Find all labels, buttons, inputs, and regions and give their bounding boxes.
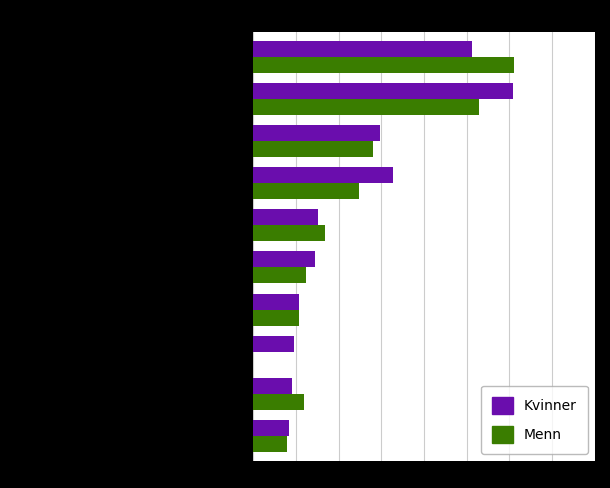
Bar xyxy=(253,267,306,284)
Bar xyxy=(253,125,379,141)
Bar xyxy=(253,99,479,115)
Bar xyxy=(253,394,304,410)
Bar xyxy=(253,167,393,183)
Bar xyxy=(253,336,294,352)
Bar xyxy=(253,378,292,394)
Bar xyxy=(253,141,373,157)
Legend: Kvinner, Menn: Kvinner, Menn xyxy=(481,386,588,454)
Bar xyxy=(253,225,325,242)
Bar xyxy=(253,209,318,225)
Bar xyxy=(253,183,359,199)
Bar xyxy=(253,436,287,452)
Bar xyxy=(253,57,514,73)
Bar xyxy=(253,420,289,436)
Bar xyxy=(253,309,300,325)
Bar xyxy=(253,41,472,57)
Bar xyxy=(253,83,513,99)
Bar xyxy=(253,251,315,267)
Bar xyxy=(253,294,300,309)
